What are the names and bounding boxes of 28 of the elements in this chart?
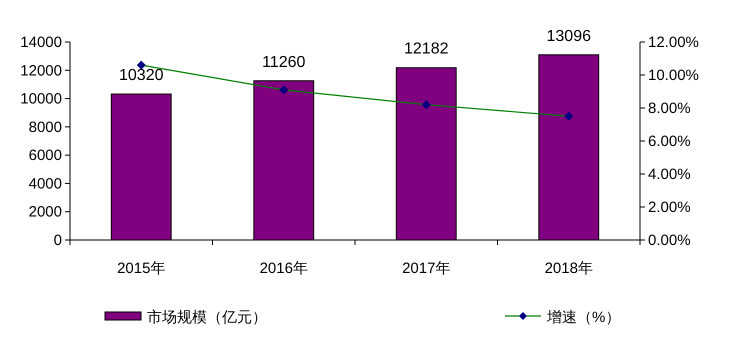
x-tick-label: 2015年 [117, 260, 166, 277]
y2-tick-label: 4.00% [648, 166, 691, 183]
point [422, 100, 431, 110]
data-label: 12182 [404, 40, 449, 58]
x-tick-label: 2016年 [260, 260, 308, 277]
y-tick-label: 2000 [28, 204, 62, 221]
y2-tick-label: 12.00% [648, 34, 699, 51]
y2-tick-label: 8.00% [648, 100, 691, 117]
y-tick-label: 4000 [28, 175, 62, 192]
y-tick-label: 8000 [28, 118, 62, 136]
legend-label: 市场规模（亿元） [147, 309, 267, 326]
y-tick-label: 6000 [28, 147, 62, 164]
x-tick-label: 2017年 [402, 260, 450, 277]
point [564, 112, 574, 121]
y-tick-label: 14000 [20, 34, 62, 51]
y-tick-label: 0 [54, 232, 62, 249]
y-tick-label: 10000 [20, 90, 62, 108]
data-label: 13096 [546, 28, 592, 45]
legend-label: 增速（%） [546, 309, 620, 326]
point [279, 85, 288, 94]
y2-tick-label: 6.00% [648, 133, 691, 150]
y-tick-label: 12000 [20, 62, 62, 80]
data-label: 11260 [262, 54, 306, 71]
data-label: 10320 [119, 67, 164, 84]
x-tick-label: 2018年 [544, 260, 593, 277]
y2-tick-label: 0.00% [648, 232, 691, 249]
y2-tick-label: 2.00% [648, 199, 691, 216]
y2-tick-label: 10.00% [648, 67, 699, 84]
